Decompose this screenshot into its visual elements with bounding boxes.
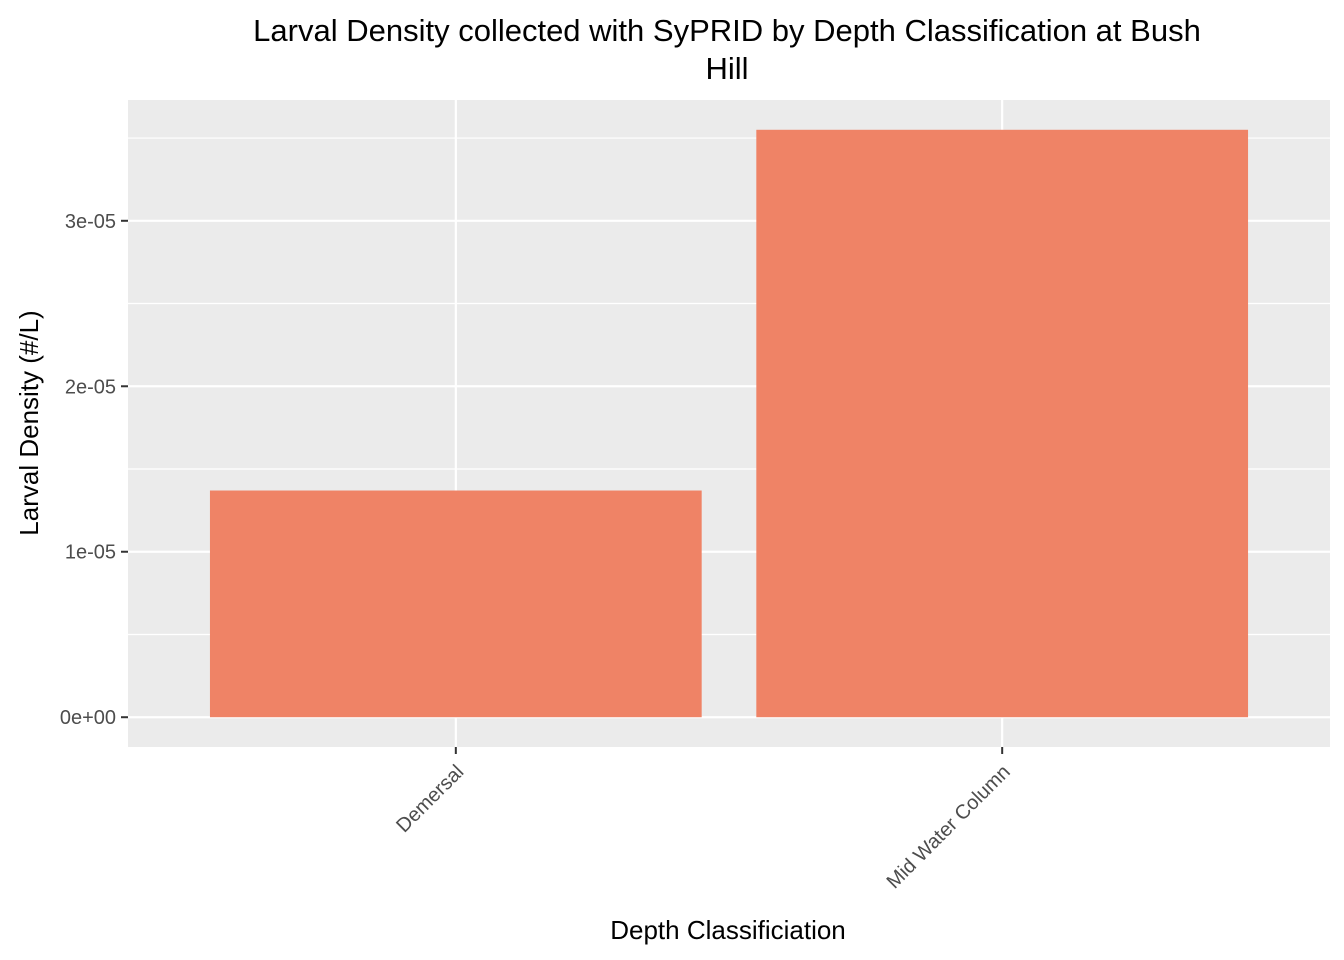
chart-title-line-1: Larval Density collected with SyPRID by … [253, 13, 1201, 48]
x-tick-label: Demersal [392, 761, 468, 837]
y-tick-label: 0e+00 [60, 707, 116, 729]
y-tick-label: 2e-05 [65, 376, 116, 398]
y-axis-title: Larval Density (#/L) [14, 310, 44, 535]
y-axis: 0e+00 1e-05 2e-05 3e-05 [60, 211, 128, 729]
bar-mid-water-column [756, 129, 1249, 718]
y-tick-label: 1e-05 [65, 542, 116, 564]
y-tick-label: 3e-05 [65, 211, 116, 233]
x-tick-label: Mid Water Column [883, 761, 1015, 893]
bars [209, 129, 1249, 718]
chart-title-line-2: Hill [705, 51, 748, 86]
x-axis: Demersal Mid Water Column [392, 747, 1015, 893]
bar-demersal [209, 490, 702, 718]
x-axis-title: Depth Classificiation [610, 915, 846, 945]
